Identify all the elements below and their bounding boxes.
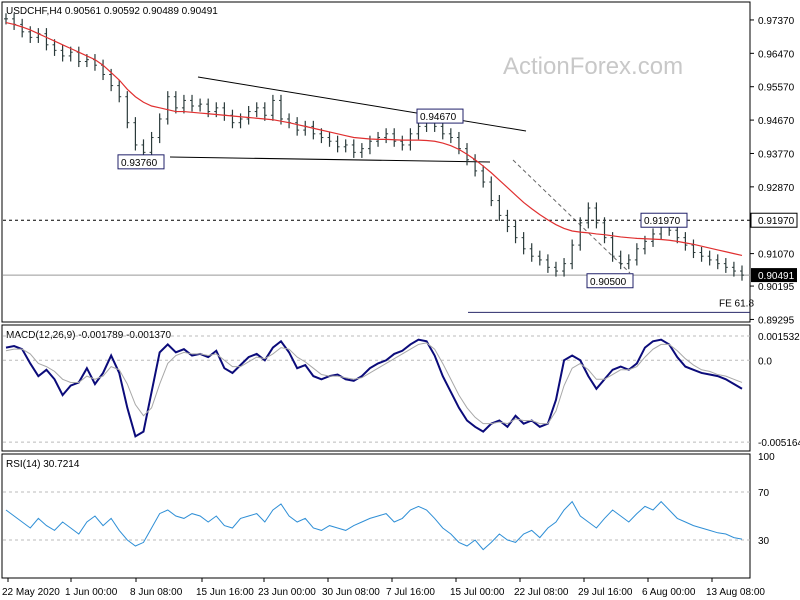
macd-tick-label: -0.005164 [758, 438, 800, 449]
rsi-header: RSI(14) 30.7214 [6, 459, 80, 470]
rsi-tick-label: 30 [758, 536, 770, 547]
macd-tick-label: 0.001532 [758, 332, 800, 343]
annotation-label: 0.91970 [644, 216, 681, 227]
current-price-value: 0.90491 [758, 271, 795, 282]
x-tick-label: 30 Jun 08:00 [322, 587, 380, 598]
annotation-box [640, 212, 688, 228]
x-tick-label: 29 Jul 16:00 [578, 587, 633, 598]
price-tick-label: 0.91070 [758, 250, 795, 261]
annotation-box [416, 108, 464, 124]
price-tick-label: 0.96470 [758, 49, 795, 60]
macd-line [5, 338, 743, 438]
price-tick-label: 0.97370 [758, 16, 795, 27]
resistance-level-box [750, 212, 798, 228]
moving-average-line [5, 21, 743, 257]
resistance-level-value: 0.91970 [758, 216, 795, 227]
rsi-line [5, 500, 743, 551]
x-tick-label: 1 Jun 00:00 [65, 587, 118, 598]
macd-tick-label: 0.0 [758, 356, 772, 367]
rsi-tick-label: 70 [758, 488, 770, 499]
x-tick-label: 22 May 2020 [2, 587, 60, 598]
price-tick-label: 0.94670 [758, 116, 795, 127]
annotation-label: 0.93760 [121, 158, 158, 169]
annotation-box [586, 273, 634, 289]
rsi-panel-frame [1, 453, 751, 579]
x-tick-label: 15 Jul 00:00 [450, 587, 505, 598]
price-tick-label: 0.93770 [758, 149, 795, 160]
rsi-tick-label: 100 [758, 452, 775, 463]
trendline-upper [197, 76, 527, 132]
price-header: USDCHF,H4 0.90561 0.90592 0.90489 0.9049… [6, 6, 218, 17]
current-price-box [751, 268, 797, 283]
x-tick-label: 15 Jun 16:00 [196, 587, 254, 598]
trendline-lower [169, 156, 491, 163]
annotation-label: 0.90500 [590, 277, 627, 288]
x-tick-label: 22 Jul 08:00 [514, 587, 569, 598]
projection-line [512, 159, 631, 274]
annotation-box [117, 154, 165, 170]
macd-panel-frame [1, 324, 751, 452]
price-tick-label: 0.89295 [758, 315, 795, 326]
x-tick-label: 7 Jul 16:00 [386, 587, 435, 598]
price-panel-frame [1, 1, 751, 323]
x-tick-label: 6 Aug 00:00 [642, 587, 696, 598]
price-tick-label: 0.92870 [758, 183, 795, 194]
price-tick-label: 0.90195 [758, 282, 795, 293]
price-tick-label: 0.95570 [758, 83, 795, 94]
x-tick-label: 13 Aug 08:00 [706, 587, 765, 598]
x-tick-label: 23 Jun 00:00 [258, 587, 316, 598]
fe-label: FE 61.8 [719, 298, 754, 309]
watermark: ActionForex.com [503, 53, 683, 80]
macd-signal-line [5, 342, 743, 425]
annotation-label: 0.94670 [420, 112, 457, 123]
x-tick-label: 8 Jun 08:00 [130, 587, 183, 598]
